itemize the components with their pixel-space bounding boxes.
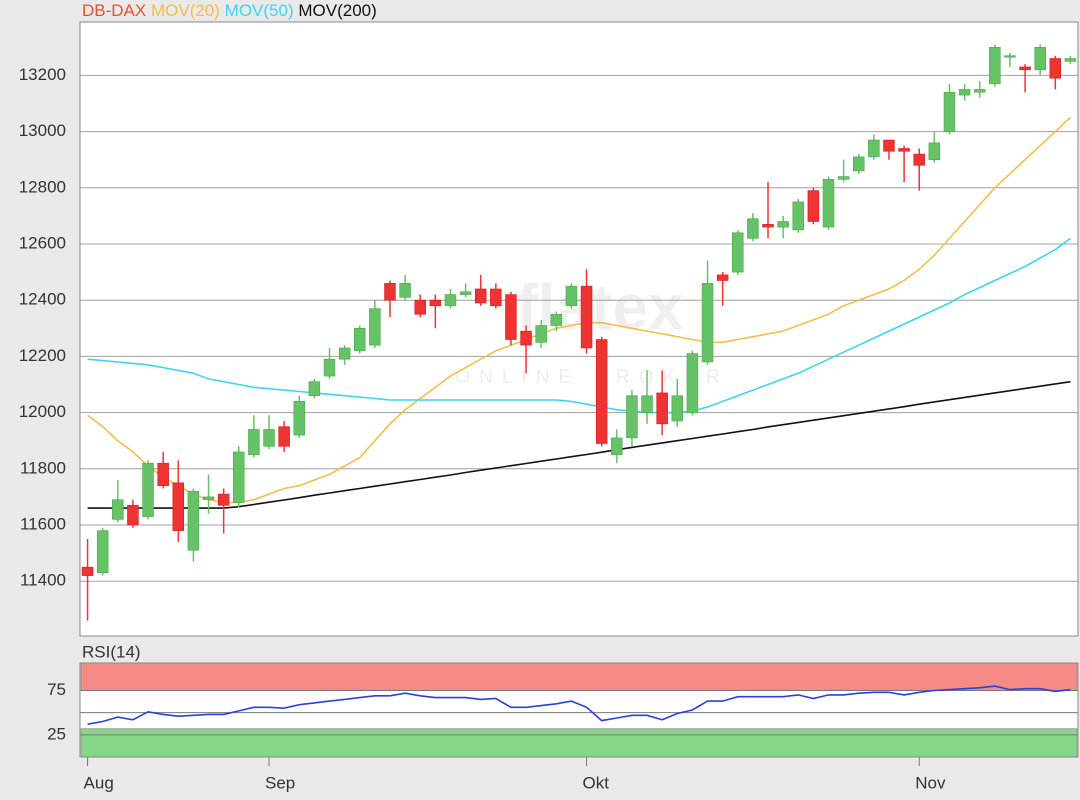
candle-body: [732, 232, 744, 273]
y-tick-label: 11800: [20, 458, 66, 477]
rsi-zone: [80, 728, 1078, 758]
candle-body: [217, 493, 230, 506]
legend-entry: MOV(20): [151, 1, 220, 20]
x-tick-label: Sep: [265, 773, 295, 792]
candle-body: [369, 308, 381, 346]
candle-body: [716, 274, 729, 281]
plot-frame: [79, 21, 1079, 637]
candle-body: [671, 395, 684, 422]
candle-body: [399, 283, 411, 298]
candle-body: [973, 89, 986, 93]
legend-entry: MOV(200): [298, 1, 376, 20]
moving-average-line: [87, 380, 1071, 509]
rsi-title: RSI(14): [82, 642, 141, 661]
candle-body: [1064, 58, 1077, 62]
candle-body: [550, 313, 563, 326]
y-tick-label: 75: [47, 680, 66, 699]
candle-body: [248, 429, 260, 456]
candle-body: [142, 462, 154, 517]
legend-entry: MOV(50): [225, 1, 294, 20]
candle-body: [172, 482, 185, 531]
candle-body: [233, 451, 245, 503]
candle-body: [338, 347, 351, 360]
candle-body: [686, 353, 699, 413]
candle-body: [777, 221, 789, 228]
candle-body: [626, 395, 638, 439]
x-tick-label: Okt: [583, 773, 610, 792]
candle-body: [868, 139, 880, 158]
rsi-zone: [80, 662, 1078, 691]
candle-body: [701, 283, 714, 363]
candle-body: [353, 327, 366, 352]
candle-body: [747, 218, 759, 239]
candle-body: [656, 392, 668, 425]
plot-area: [79, 21, 1079, 637]
candle-body: [807, 190, 820, 222]
x-tick-label: Nov: [915, 773, 946, 792]
legend-entry: DB-DAX: [82, 1, 146, 20]
y-tick-label: 12000: [19, 402, 66, 421]
candle-body: [535, 325, 547, 343]
moving-average-line: [87, 237, 1071, 414]
candle-body: [202, 496, 215, 501]
candle-body: [1034, 46, 1046, 71]
candle-body: [81, 566, 94, 576]
candle-body: [459, 291, 472, 295]
candle-body: [414, 299, 426, 315]
rsi-line: [87, 685, 1071, 725]
candle-body: [127, 505, 139, 526]
candle-body: [611, 437, 623, 456]
y-tick-label: 13000: [19, 121, 66, 140]
candle-body: [96, 530, 109, 574]
candle-body: [898, 148, 910, 152]
candle-body: [278, 426, 290, 447]
candle-body: [852, 156, 865, 172]
candle-body: [822, 179, 835, 228]
candle-body: [641, 395, 653, 413]
candle-body: [490, 288, 502, 307]
y-tick-label: 11400: [20, 571, 66, 590]
candle-body: [1019, 66, 1031, 71]
candle-body: [505, 294, 517, 340]
rsi-frame: [79, 662, 1079, 758]
candle-body: [958, 89, 971, 96]
moving-average-line: [87, 116, 1071, 504]
watermark-tagline: ONLINE BROKER: [455, 367, 728, 388]
candle-body: [293, 401, 306, 436]
candle-body: [1004, 55, 1016, 58]
candle-body: [384, 283, 396, 301]
x-tick-label: Aug: [84, 773, 114, 792]
candle-body: [1049, 58, 1062, 79]
y-tick-label: 12400: [19, 290, 66, 309]
candle-body: [989, 46, 1001, 85]
candle-body: [913, 153, 925, 166]
y-tick-label: 12600: [19, 233, 66, 252]
candle-body: [580, 285, 593, 349]
candle-body: [429, 299, 442, 307]
candle-body: [762, 224, 774, 228]
candle-body: [883, 139, 895, 152]
y-tick-label: 25: [47, 724, 66, 743]
candle-body: [444, 294, 457, 307]
y-tick-label: 11600: [20, 514, 66, 533]
y-tick-label: 12800: [19, 177, 66, 196]
candle-body: [837, 176, 850, 180]
candle-body: [792, 201, 805, 231]
candle-body: [323, 358, 336, 377]
candle-body: [112, 499, 124, 520]
y-tick-label: 13200: [19, 65, 66, 84]
candle-body: [263, 429, 275, 447]
candle-body: [187, 490, 200, 551]
candle-body: [928, 142, 941, 160]
legend: DB-DAX MOV(20) MOV(50) MOV(200): [82, 1, 377, 20]
y-tick-label: 12200: [19, 346, 66, 365]
candle-body: [308, 381, 321, 397]
candle-body: [520, 330, 532, 346]
candle-body: [565, 285, 578, 307]
candle-body: [943, 91, 956, 132]
candle-body: [474, 288, 487, 304]
candle-body: [595, 339, 608, 444]
candle-body: [157, 462, 169, 486]
